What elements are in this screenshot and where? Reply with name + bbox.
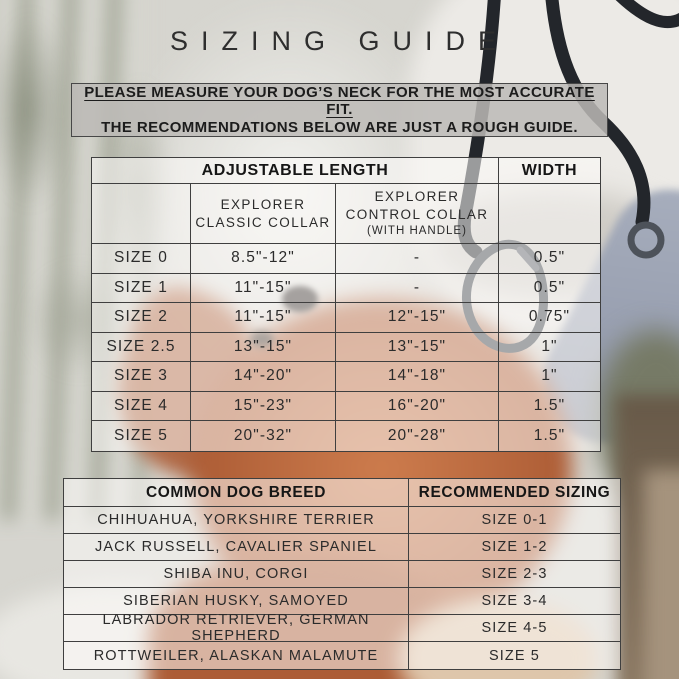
width-cell: 1" bbox=[499, 332, 600, 362]
sizing-cell: SIZE 2-3 bbox=[409, 561, 620, 588]
banner-line-2: THE RECOMMENDATIONS BELOW ARE JUST A ROU… bbox=[101, 119, 578, 136]
page-title: SIZING GUIDE bbox=[169, 26, 509, 56]
sizing-cell: SIZE 5 bbox=[409, 642, 620, 669]
banner-line-1: PLEASE MEASURE YOUR DOG’S NECK FOR THE M… bbox=[84, 84, 595, 118]
classic-length-cell: 11"-15" bbox=[191, 273, 336, 303]
control-length-cell: 16"-20" bbox=[336, 391, 499, 421]
tree-trunk-right bbox=[616, 395, 679, 679]
sizing-cell: SIZE 3-4 bbox=[409, 588, 620, 615]
adjustable-length-header: ADJUSTABLE LENGTH bbox=[92, 158, 499, 184]
sizing-column-header: RECOMMENDED SIZING bbox=[409, 479, 620, 507]
breed-cell: SIBERIAN HUSKY, SAMOYED bbox=[64, 588, 409, 615]
size-cell: SIZE 0 bbox=[92, 244, 191, 274]
size-cell: SIZE 3 bbox=[92, 362, 191, 392]
classic-length-cell: 15"-23" bbox=[191, 391, 336, 421]
control-length-cell: - bbox=[336, 244, 499, 274]
sizing-cell: SIZE 4-5 bbox=[409, 615, 620, 642]
control-length-cell: 13"-15" bbox=[336, 332, 499, 362]
width-cell: 1" bbox=[499, 362, 600, 392]
classic-length-cell: 11"-15" bbox=[191, 303, 336, 333]
collar-size-table: ADJUSTABLE LENGTH WIDTH EXPLORER CLASSIC… bbox=[91, 157, 601, 452]
size-cell: SIZE 1 bbox=[92, 273, 191, 303]
size-cell: SIZE 2 bbox=[92, 303, 191, 333]
width-cell: 1.5" bbox=[499, 391, 600, 421]
breed-cell: LABRADOR RETRIEVER, GERMAN SHEPHERD bbox=[64, 612, 409, 644]
size-column-header-empty bbox=[92, 184, 191, 244]
control-length-cell: 12"-15" bbox=[336, 303, 499, 333]
measurement-notice-banner: PLEASE MEASURE YOUR DOG’S NECK FOR THE M… bbox=[71, 83, 608, 137]
classic-length-cell: 20"-32" bbox=[191, 421, 336, 451]
breed-cell: CHIHUAHUA, YORKSHIRE TERRIER bbox=[64, 507, 409, 534]
breed-recommendation-table: COMMON DOG BREED RECOMMENDED SIZING CHIH… bbox=[63, 478, 621, 670]
width-header: WIDTH bbox=[499, 158, 600, 184]
control-collar-header: EXPLORER CONTROL COLLAR (WITH HANDLE) bbox=[336, 184, 499, 244]
rope-strand bbox=[615, 0, 679, 29]
width-cell: 0.5" bbox=[499, 273, 600, 303]
tree-trunk-right-light bbox=[644, 470, 679, 679]
metal-ring-graphic bbox=[627, 221, 665, 259]
classic-length-cell: 14"-20" bbox=[191, 362, 336, 392]
control-length-cell: 14"-18" bbox=[336, 362, 499, 392]
width-cell: 1.5" bbox=[499, 421, 600, 451]
classic-length-cell: 13"-15" bbox=[191, 332, 336, 362]
control-length-cell: 20"-28" bbox=[336, 421, 499, 451]
breed-cell: JACK RUSSELL, CAVALIER SPANIEL bbox=[64, 534, 409, 561]
control-length-cell: - bbox=[336, 273, 499, 303]
width-column-header-empty bbox=[499, 184, 600, 244]
breed-cell: SHIBA INU, CORGI bbox=[64, 561, 409, 588]
sizing-cell: SIZE 1-2 bbox=[409, 534, 620, 561]
size-cell: SIZE 4 bbox=[92, 391, 191, 421]
classic-length-cell: 8.5"-12" bbox=[191, 244, 336, 274]
width-cell: 0.5" bbox=[499, 244, 600, 274]
breed-column-header: COMMON DOG BREED bbox=[64, 479, 409, 507]
width-cell: 0.75" bbox=[499, 303, 600, 333]
size-cell: SIZE 2.5 bbox=[92, 332, 191, 362]
sizing-cell: SIZE 0-1 bbox=[409, 507, 620, 534]
size-cell: SIZE 5 bbox=[92, 421, 191, 451]
breed-cell: ROTTWEILER, ALASKAN MALAMUTE bbox=[64, 642, 409, 669]
classic-collar-header: EXPLORER CLASSIC COLLAR bbox=[191, 184, 336, 244]
